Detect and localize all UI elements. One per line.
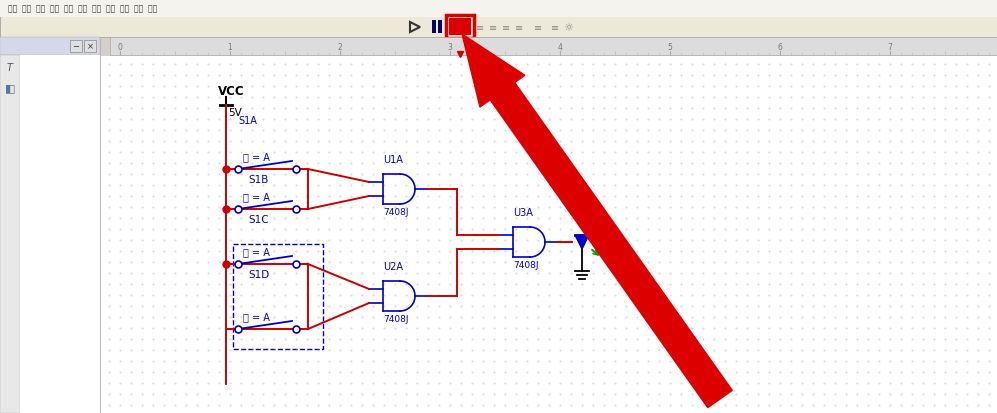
Text: S1C: S1C [248, 214, 268, 224]
Text: T: T [7, 63, 13, 73]
Bar [0, 0, 997, 38]
Text: U1A: U1A [383, 154, 403, 165]
Text: 鍵 = A: 鍵 = A [243, 247, 270, 256]
Text: U3A: U3A [513, 207, 532, 218]
Bar [0, 38, 100, 56]
Text: 5: 5 [668, 43, 672, 51]
Bar [0, 56, 20, 413]
Text: 5V: 5V [228, 108, 241, 118]
Text: 鍵 = A: 鍵 = A [243, 152, 270, 161]
Text: ×: × [87, 43, 94, 51]
Text: ≡: ≡ [501, 23, 510, 33]
Bar [84, 41, 96, 53]
Bar [20, 56, 100, 413]
Bar [438, 21, 442, 34]
Text: 4: 4 [557, 43, 562, 51]
Text: 鍵 = A: 鍵 = A [243, 192, 270, 202]
Bar [446, 16, 474, 39]
Text: ◧: ◧ [5, 83, 15, 93]
Text: S1B: S1B [248, 175, 268, 185]
Text: S1D: S1D [248, 269, 269, 279]
Bar [432, 21, 436, 34]
Text: 7408J: 7408J [513, 260, 538, 269]
Text: U2A: U2A [383, 261, 403, 271]
Text: 0: 0 [118, 43, 123, 51]
Bar [0, 38, 100, 413]
Bar [101, 57, 997, 413]
Bar [449, 19, 471, 36]
Text: LED1: LED1 [594, 230, 621, 240]
Text: 6: 6 [778, 43, 783, 51]
Bar [0, 0, 997, 18]
Text: ≡: ≡ [534, 23, 542, 33]
Text: 鍵 = A: 鍵 = A [243, 311, 270, 321]
Text: 1: 1 [227, 43, 232, 51]
Bar [110, 38, 997, 56]
Text: 7: 7 [887, 43, 892, 51]
Polygon shape [575, 235, 589, 249]
Text: ☼: ☼ [563, 23, 573, 33]
Text: ≡: ≡ [476, 23, 485, 33]
Text: ≡: ≡ [551, 23, 559, 33]
Text: VCC: VCC [218, 85, 244, 98]
Text: 7408J: 7408J [383, 207, 409, 216]
Text: −: − [73, 43, 80, 51]
Bar [233, 244, 323, 349]
Text: S1A: S1A [238, 116, 257, 126]
Bar [70, 41, 82, 53]
Text: ≡: ≡ [514, 23, 523, 33]
Text: 3: 3 [448, 43, 453, 51]
Text: 7408J: 7408J [383, 314, 409, 323]
FancyArrow shape [462, 35, 732, 408]
Text: 文件  编辑  视图  放置  仿真  转移  工具  报告  选项  窗口  帮助: 文件 编辑 视图 放置 仿真 转移 工具 报告 选项 窗口 帮助 [8, 5, 158, 14]
Text: 2: 2 [338, 43, 342, 51]
Text: ≡: ≡ [489, 23, 498, 33]
